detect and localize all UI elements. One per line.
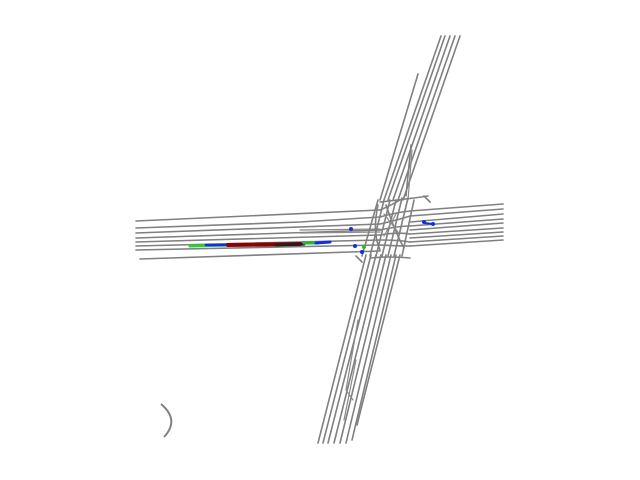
west-road-lanes	[135, 209, 381, 260]
agent-marker	[423, 222, 434, 225]
prediction-dark	[274, 242, 306, 247]
agent-marker	[360, 250, 364, 254]
intersection-connectors	[355, 195, 431, 263]
agent-marker	[362, 245, 366, 249]
east-road-lanes	[409, 203, 504, 247]
agents	[349, 220, 435, 254]
future-blue	[314, 240, 332, 245]
south-road-lanes	[317, 254, 401, 444]
curve-marker	[160, 403, 173, 438]
agent-marker	[353, 244, 357, 248]
agent-marker	[349, 227, 353, 231]
trajectory	[188, 240, 332, 248]
north-road-lanes	[379, 35, 461, 201]
